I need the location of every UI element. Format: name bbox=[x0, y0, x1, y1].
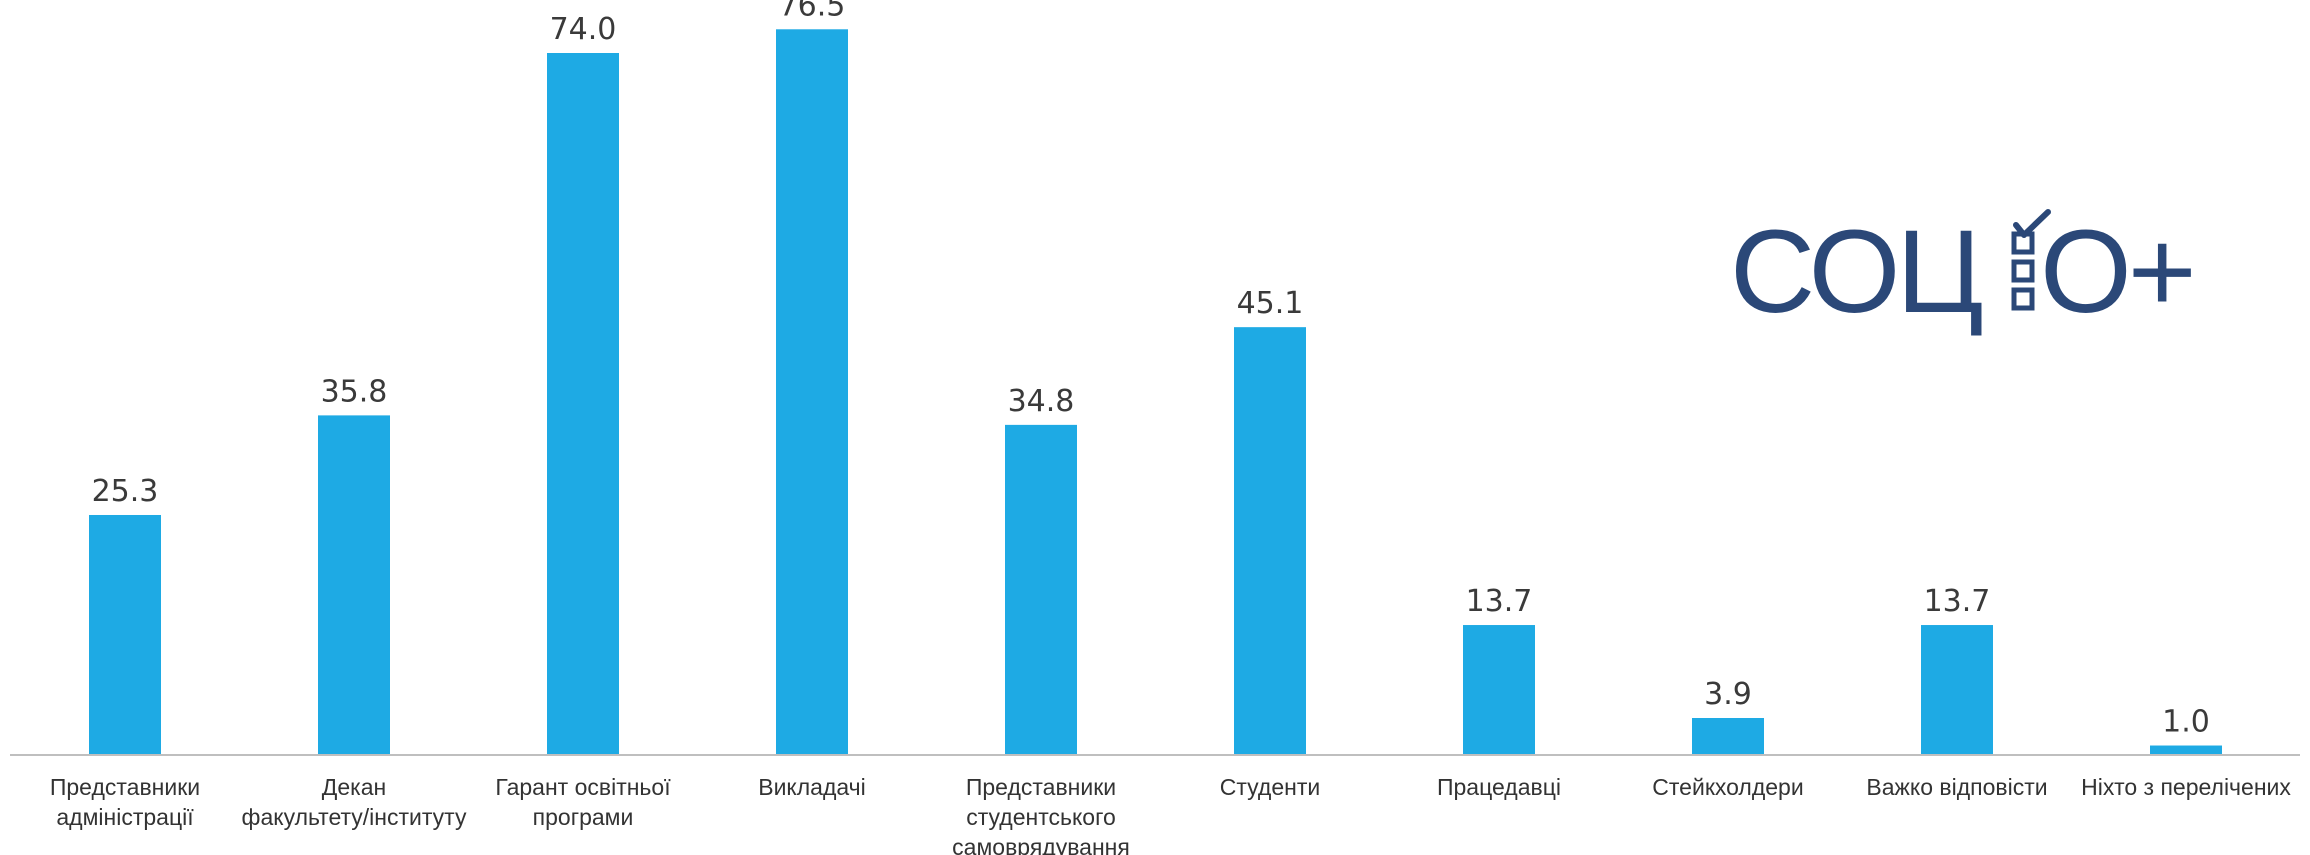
value-label-4: 76.5 bbox=[779, 0, 846, 23]
value-label-2: 35.8 bbox=[321, 374, 388, 409]
bar-5 bbox=[1005, 424, 1077, 755]
value-label-1: 25.3 bbox=[92, 474, 159, 509]
value-label-6: 45.1 bbox=[1237, 286, 1304, 321]
value-labels-group: 25.3 35.8 74.0 76.5 34.8 45.1 13.7 3.9 13.7 1.0 bbox=[92, 0, 2210, 740]
category-label-5: Представники студентського самоврядування bbox=[952, 774, 1130, 855]
bar-2 bbox=[318, 415, 390, 755]
bar-10 bbox=[2150, 745, 2222, 755]
bar-3 bbox=[547, 53, 619, 755]
value-label-9: 13.7 bbox=[1924, 584, 1991, 619]
value-label-3: 74.0 bbox=[550, 12, 617, 47]
bar-8 bbox=[1692, 718, 1764, 755]
bar-6 bbox=[1234, 327, 1306, 755]
bar-7 bbox=[1463, 625, 1535, 755]
value-label-8: 3.9 bbox=[1704, 677, 1752, 712]
bar-4 bbox=[776, 29, 848, 755]
category-label-10: Ніхто з перелічених bbox=[2081, 774, 2291, 800]
category-labels-group: Представники адміністрації Декан факультету… bbox=[50, 774, 2292, 855]
value-label-10: 1.0 bbox=[2162, 705, 2210, 740]
bar-9 bbox=[1921, 625, 1993, 755]
category-label-6: Студенти bbox=[1220, 774, 1320, 800]
logo-text-right: О+ bbox=[2040, 206, 2193, 338]
category-label-3: Гарант освітньої програми bbox=[495, 774, 671, 830]
value-label-5: 34.8 bbox=[1008, 384, 1075, 419]
category-label-2: Декан факультету/інституту bbox=[242, 774, 467, 830]
logo-text-left: СОЦ bbox=[1730, 206, 1982, 338]
category-label-1: Представники адміністрації bbox=[50, 774, 200, 830]
soc-o-plus-logo: СОЦ О+ bbox=[1730, 206, 2197, 338]
bars-group bbox=[89, 29, 2222, 755]
category-label-9: Важко відповісти bbox=[1866, 774, 2047, 800]
checklist-icon bbox=[2011, 209, 2051, 311]
category-label-7: Працедавці bbox=[1437, 774, 1561, 800]
category-label-4: Викладачі bbox=[758, 774, 866, 800]
bar-1 bbox=[89, 514, 161, 755]
value-label-7: 13.7 bbox=[1466, 584, 1533, 619]
category-label-8: Стейкхолдери bbox=[1652, 774, 1803, 800]
